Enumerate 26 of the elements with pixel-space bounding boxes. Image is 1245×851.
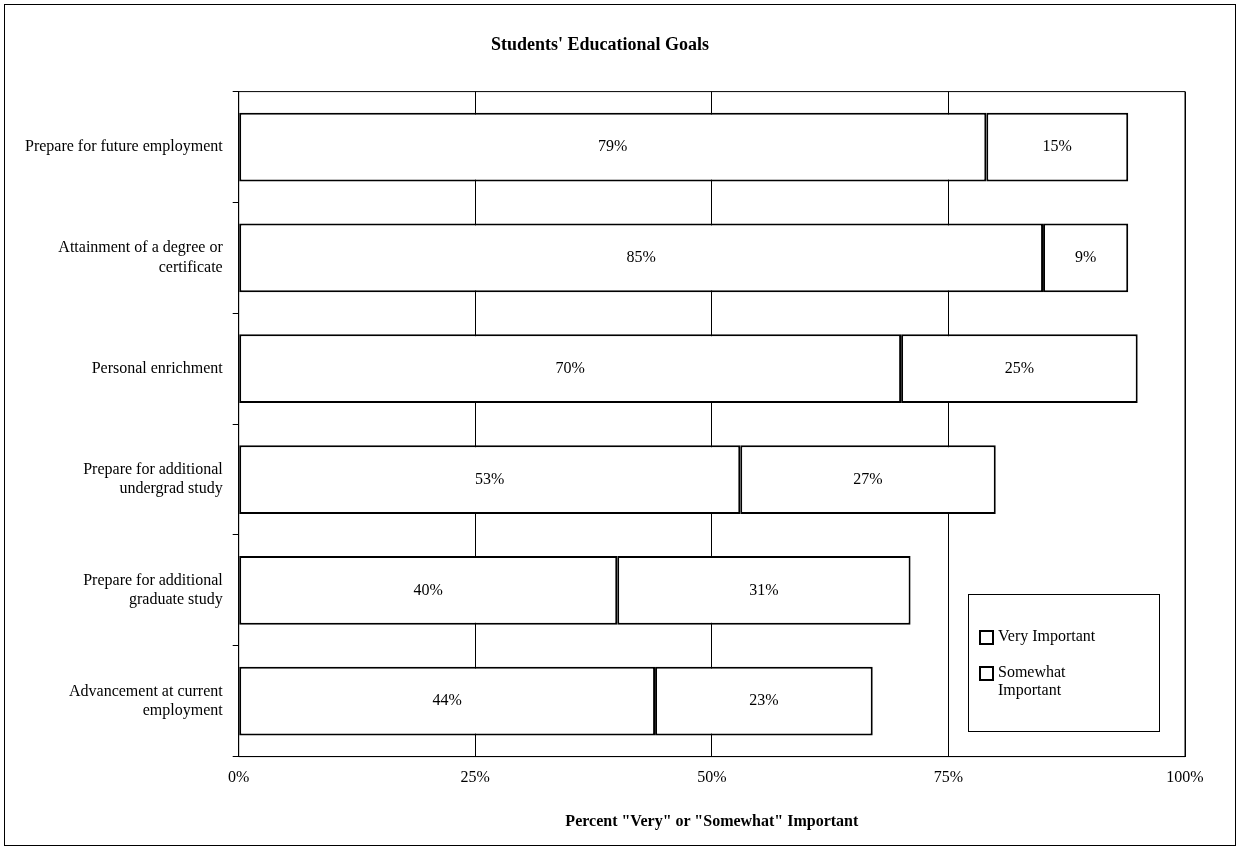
y-tick-label: Prepare for future employment — [25, 137, 224, 156]
x-tick-label: 25% — [460, 768, 490, 786]
y-tick-label: Personal enrichment — [91, 358, 224, 376]
x-axis-title: Percent "Very" or "Somewhat" Important — [565, 811, 860, 830]
data-label: 85% — [626, 248, 656, 266]
y-tick-label: Prepare for additional undergrad study — [83, 460, 224, 498]
data-label: 25% — [1004, 358, 1035, 376]
x-tick-label: 0% — [228, 768, 250, 786]
data-label: 79% — [598, 137, 628, 155]
data-label: 15% — [1042, 137, 1072, 155]
x-tick-label: 100% — [1166, 768, 1204, 786]
legend-box: Very Important Somewhat Important — [968, 593, 1160, 732]
data-label: 27% — [853, 469, 883, 487]
x-tick-label: 75% — [933, 768, 964, 786]
y-tick-label: Attainment of a degree or certificate — [58, 238, 224, 275]
chart-title: Students' Educational Goals — [490, 34, 710, 55]
data-label: 44% — [432, 691, 462, 709]
data-label: 40% — [413, 580, 443, 598]
data-label: 23% — [749, 691, 779, 709]
y-tick-label: Advancement at current employment — [69, 681, 224, 719]
data-label: 31% — [749, 580, 779, 598]
data-label: 70% — [555, 358, 585, 376]
data-label: 9% — [1074, 248, 1097, 266]
x-tick-label: 50% — [697, 768, 727, 786]
y-tick-label: Prepare for additional graduate study — [83, 570, 224, 609]
data-label: 53% — [475, 469, 505, 487]
